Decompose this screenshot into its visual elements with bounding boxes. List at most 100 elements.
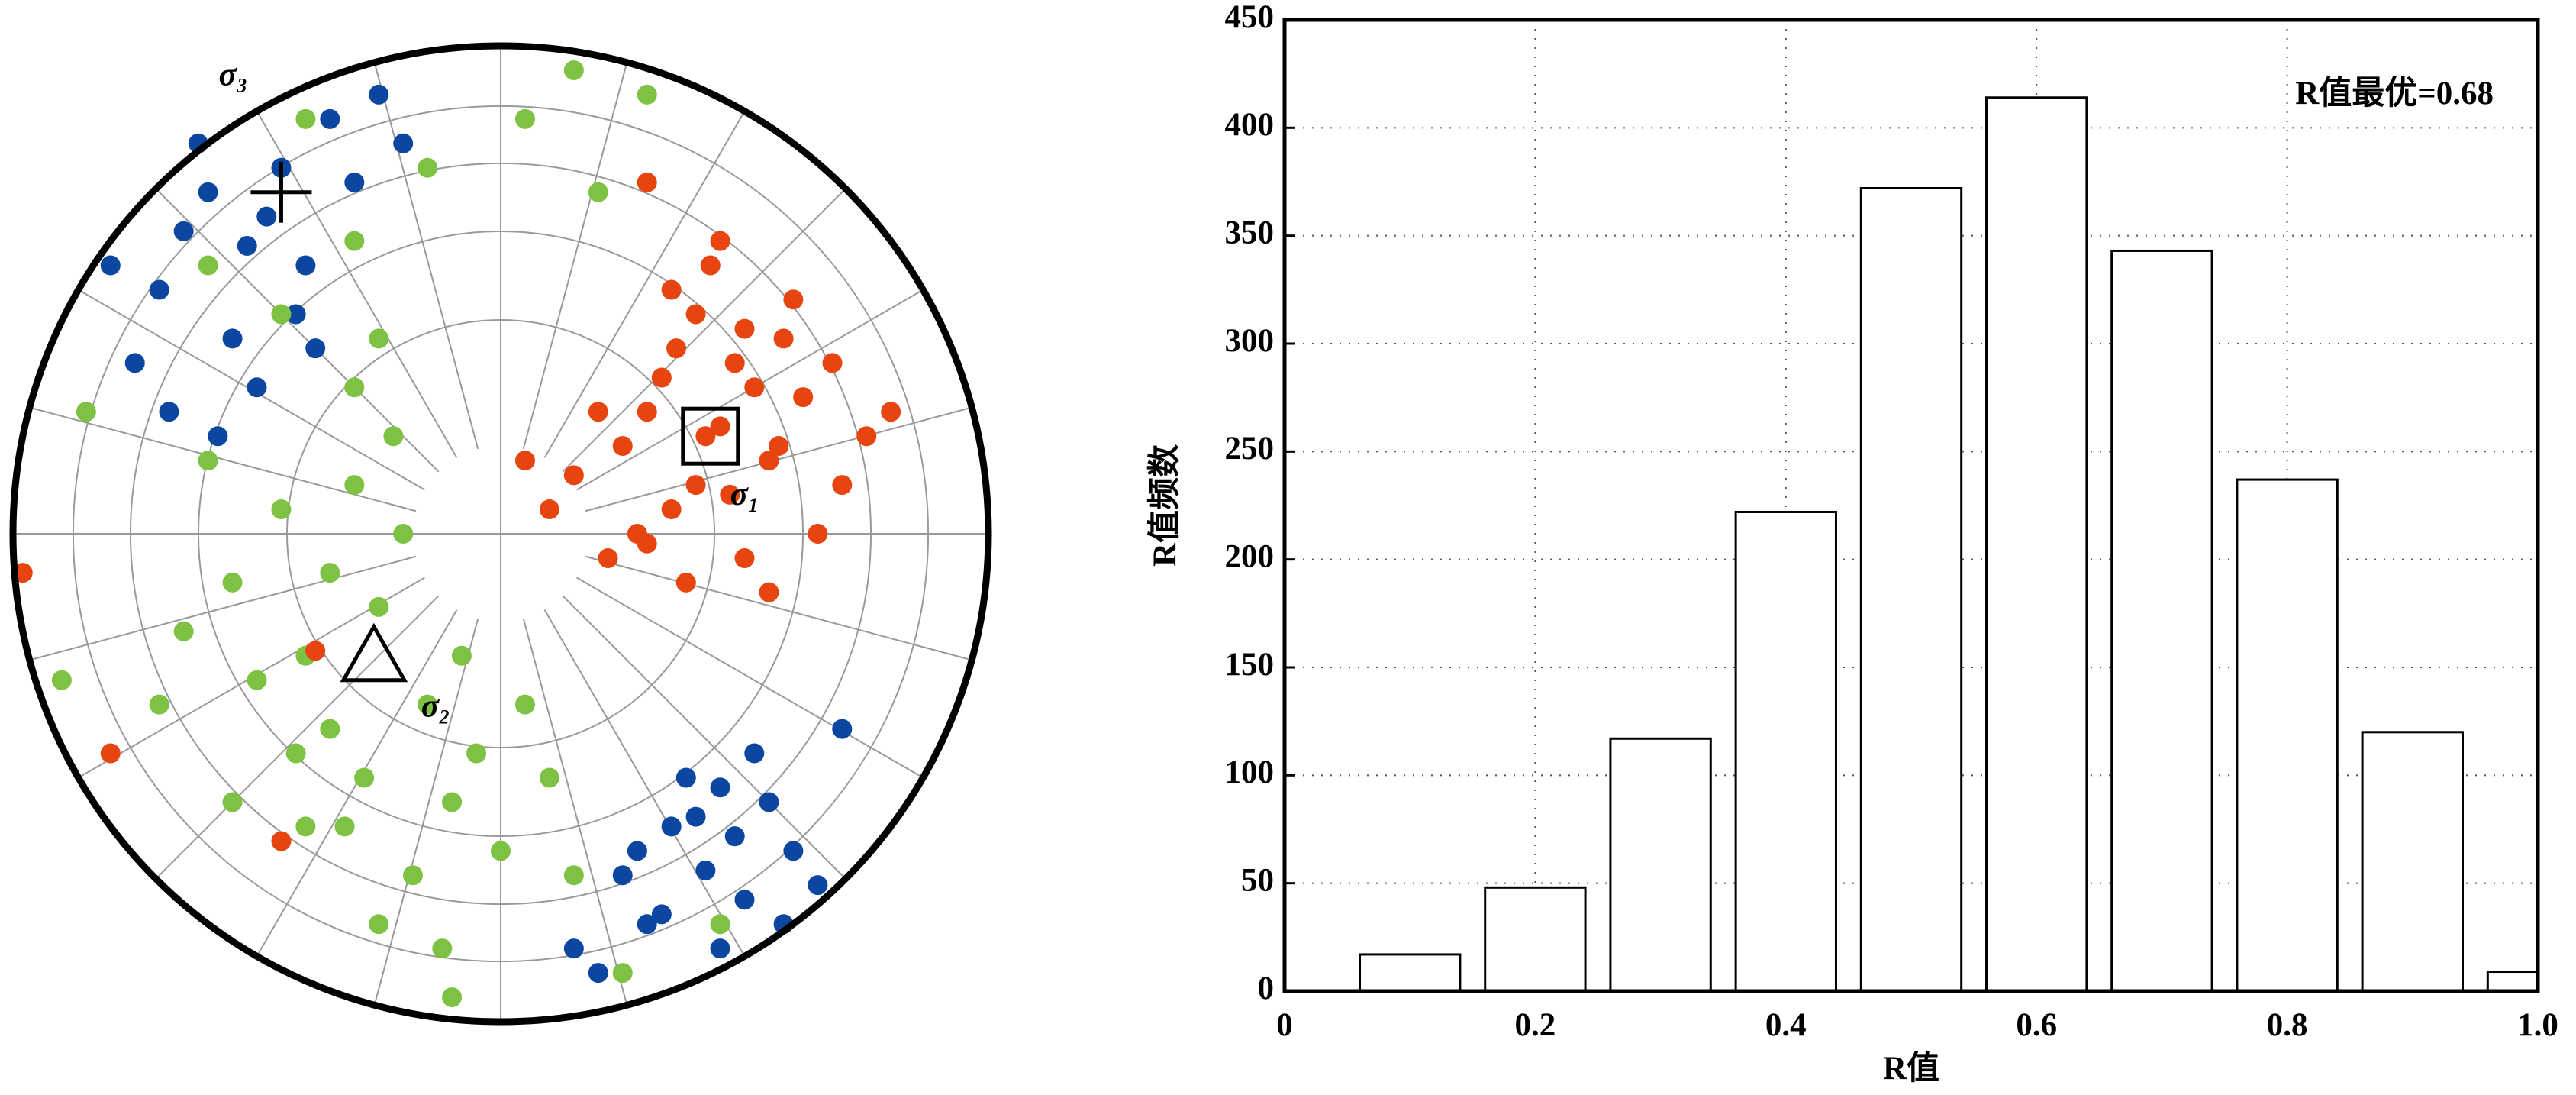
point: [369, 596, 389, 617]
point: [637, 533, 657, 554]
sigma-marker: [340, 622, 408, 683]
y-tick-label: 150: [1225, 647, 1275, 683]
point: [700, 255, 721, 276]
x-tick-label: 0.6: [2016, 1007, 2057, 1043]
point: [759, 792, 779, 812]
sigma-label: σ₃: [218, 57, 247, 93]
point: [295, 816, 316, 837]
point: [222, 328, 243, 349]
net-radial: [29, 555, 417, 661]
point: [208, 426, 228, 447]
sigma-label: σ₁: [730, 476, 759, 512]
y-tick-label: 300: [1225, 323, 1275, 359]
bar: [1359, 953, 1462, 991]
y-tick-label: 450: [1225, 0, 1275, 35]
point: [539, 767, 559, 788]
net-radial: [543, 609, 746, 957]
point: [344, 231, 365, 251]
point: [685, 475, 706, 496]
point: [76, 402, 96, 422]
point: [808, 524, 828, 544]
point: [149, 694, 169, 715]
point: [539, 499, 559, 520]
point: [661, 279, 682, 300]
net-radial: [576, 577, 924, 779]
point: [198, 451, 218, 471]
point: [320, 108, 340, 129]
point: [247, 377, 267, 398]
point: [783, 841, 804, 861]
y-tick-label: 0: [1258, 971, 1275, 1006]
bar: [1985, 96, 2088, 991]
sigma-label: σ₂: [421, 689, 450, 725]
point: [651, 904, 672, 925]
point: [295, 255, 316, 276]
point: [393, 524, 414, 544]
net-radial: [155, 595, 440, 880]
point: [383, 426, 404, 447]
point: [271, 499, 292, 520]
net-radial: [522, 62, 628, 450]
net-radial: [155, 188, 440, 473]
point: [334, 816, 355, 837]
point: [369, 328, 389, 349]
x-tick-label: 0.8: [2267, 1007, 2308, 1043]
point: [759, 451, 779, 471]
y-tick-label: 250: [1225, 431, 1275, 467]
x-tick-label: 0.2: [1515, 1007, 1556, 1043]
y-tick-label: 350: [1225, 215, 1275, 251]
point: [563, 865, 584, 886]
point: [637, 402, 657, 422]
point: [637, 914, 657, 935]
point: [563, 60, 584, 80]
point: [695, 426, 716, 447]
point: [563, 938, 584, 959]
point: [710, 914, 730, 935]
point: [271, 304, 292, 325]
point: [793, 387, 814, 408]
x-tick-label: 1.0: [2517, 1007, 2558, 1043]
axes-frame: [1282, 18, 2540, 993]
point: [393, 133, 414, 153]
net-radial: [543, 111, 746, 458]
point: [612, 963, 633, 984]
point: [51, 670, 72, 690]
point: [285, 304, 306, 325]
point: [159, 402, 179, 422]
point: [451, 645, 472, 666]
point: [305, 641, 326, 661]
point: [222, 572, 243, 593]
point: [710, 231, 730, 251]
point: [744, 743, 765, 764]
point: [418, 694, 438, 715]
net-radial: [522, 618, 628, 1006]
point: [685, 304, 706, 325]
point: [563, 465, 584, 486]
point: [305, 338, 326, 359]
net-radial: [29, 406, 417, 512]
point: [320, 563, 340, 583]
point: [198, 255, 218, 276]
point: [612, 435, 633, 456]
point: [344, 377, 365, 398]
point: [491, 841, 511, 861]
point: [442, 792, 463, 812]
point: [344, 172, 365, 192]
point: [198, 182, 218, 202]
point: [612, 865, 633, 886]
point: [720, 484, 740, 505]
point: [173, 221, 194, 241]
point: [769, 435, 789, 456]
y-tick-label: 200: [1225, 539, 1275, 575]
point: [344, 475, 365, 496]
y-tick-label: 400: [1225, 107, 1275, 143]
point: [237, 235, 257, 256]
point: [149, 279, 169, 300]
net-radial: [585, 555, 972, 661]
point: [222, 792, 243, 812]
point: [724, 826, 745, 847]
point: [832, 719, 853, 739]
point: [724, 353, 745, 373]
point: [651, 367, 672, 388]
